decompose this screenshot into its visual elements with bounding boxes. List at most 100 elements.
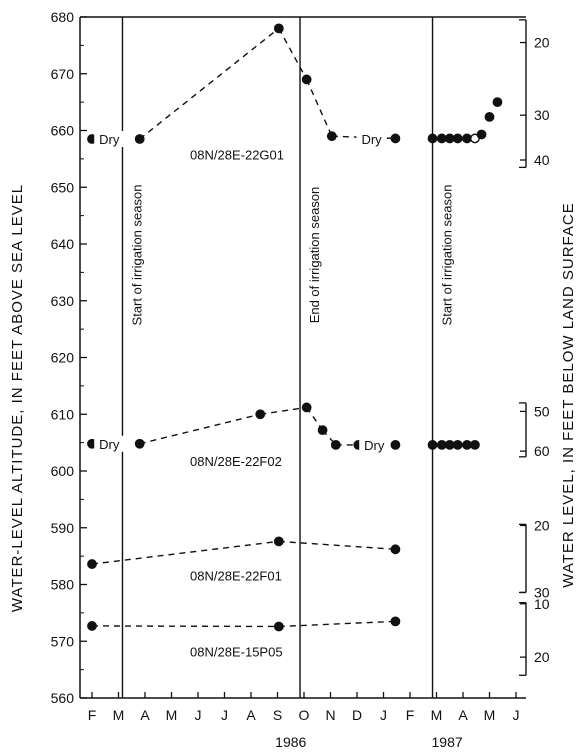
series-dashed-segment	[306, 79, 333, 137]
y2-axis-title: WATER LEVEL, IN FEET BELOW LAND SURFACE	[560, 202, 577, 587]
season-label: Start of irrigation season	[440, 185, 455, 326]
series: 08N/28E-15P05	[87, 616, 401, 659]
data-point	[492, 97, 503, 108]
season-markers: Start of irrigation season End of irrigat…	[121, 17, 455, 698]
dry-label: Dry	[361, 132, 382, 147]
y-tick-label: 560	[51, 690, 75, 706]
data-point	[255, 409, 266, 420]
x-tick-label: J	[221, 707, 228, 723]
data-point	[134, 134, 145, 144]
dry-label-bg	[356, 131, 387, 148]
y-tick-label: 670	[51, 66, 75, 82]
y-tick-label: 680	[51, 9, 75, 25]
x-tick-label: M	[484, 707, 496, 723]
y-tick-label: 650	[51, 179, 75, 195]
series-dashed-segment	[139, 27, 280, 140]
right-tick-label: 50	[534, 403, 550, 419]
y-tick-label: 610	[51, 406, 75, 422]
series-name-label: 08N/28E-22G01	[190, 147, 284, 162]
data-point	[273, 621, 284, 632]
series-group: 08N/28E-22G01 08N/28E-22F02 08N/28E-22F01 0…	[87, 23, 503, 659]
series-dashed-segment	[91, 540, 279, 565]
y-tick-label: 590	[51, 520, 75, 536]
y-axis-ticks: 560 570 580 590 600 610 620 630 640 650 660 670 680	[51, 9, 87, 706]
x-tick-label: J	[513, 707, 520, 723]
data-point	[87, 621, 97, 631]
dry-label-bg	[94, 131, 125, 148]
data-point	[87, 559, 97, 569]
x-tick-label: F	[406, 707, 415, 723]
data-point	[390, 544, 401, 555]
dry-label: Dry	[364, 438, 385, 453]
x-tick-label: F	[88, 707, 97, 723]
y-tick-label: 620	[51, 350, 75, 366]
series-name-label: 08N/28E-22F01	[190, 568, 282, 583]
dry-label: Dry	[99, 132, 120, 147]
data-point	[390, 133, 401, 144]
data-point	[390, 616, 401, 627]
y-tick-label: 630	[51, 293, 75, 309]
y-tick-label: 600	[51, 463, 75, 479]
right-axis: 20 30 40	[519, 19, 550, 169]
x-tick-label: A	[140, 707, 150, 723]
data-point	[484, 111, 495, 122]
y-tick-label: 570	[51, 633, 75, 649]
right-tick-label: 60	[534, 443, 550, 459]
data-point	[462, 133, 472, 144]
data-point	[326, 131, 337, 142]
x-tick-label: M	[113, 707, 125, 723]
right-tick-label: 30	[534, 107, 550, 123]
data-point	[427, 439, 438, 450]
x-tick-label: J	[380, 707, 387, 723]
x-tick-label: J	[195, 707, 202, 723]
data-point	[427, 133, 438, 144]
data-point	[134, 438, 145, 449]
series-dashed-segment	[139, 413, 261, 445]
series-name-label: 08N/28E-15P05	[190, 644, 283, 659]
data-point	[436, 439, 447, 450]
x-tick-label: M	[431, 707, 443, 723]
series-dashed-segment	[278, 28, 308, 80]
dry-label-bg	[359, 436, 390, 453]
x-tick-label: A	[246, 707, 256, 723]
season-label: Start of irrigation season	[129, 185, 144, 326]
right-axis: 10 20	[519, 596, 550, 676]
y-tick-label: 640	[51, 236, 75, 252]
data-point	[390, 439, 401, 450]
right-tick-label: 40	[534, 152, 550, 168]
data-point	[476, 129, 487, 140]
x-tick-label: M	[166, 707, 178, 723]
right-axis: 50 60	[519, 402, 550, 459]
right-tick-label: 20	[534, 649, 550, 665]
series-dashed-segment	[260, 406, 307, 415]
data-point	[301, 74, 312, 85]
x-tick-label: S	[273, 707, 282, 723]
series: 08N/28E-22F01	[87, 536, 401, 583]
series: 08N/28E-22G01	[87, 23, 503, 162]
plot-frame-group	[79, 16, 526, 699]
series: 08N/28E-22F02	[87, 402, 480, 469]
data-point	[462, 439, 472, 450]
y-tick-label: 660	[51, 123, 75, 139]
dry-label-bg	[94, 435, 125, 452]
x-tick-label: N	[325, 707, 335, 723]
dry-labels: Dry Dry Dry Dry	[94, 131, 390, 453]
data-point	[317, 425, 328, 436]
right-tick-label: 10	[534, 596, 550, 612]
x-tick-label: O	[299, 707, 310, 723]
y-tick-label: 580	[51, 577, 75, 593]
data-point	[444, 439, 455, 450]
series-name-label: 08N/28E-22F02	[190, 454, 282, 469]
dry-label: Dry	[99, 437, 120, 452]
data-point	[444, 133, 455, 144]
data-point	[301, 402, 312, 413]
x-tick-label: D	[352, 707, 362, 723]
data-point	[452, 439, 463, 450]
data-point	[330, 439, 341, 450]
series-dashed-segment	[91, 625, 279, 628]
data-point	[273, 23, 284, 34]
